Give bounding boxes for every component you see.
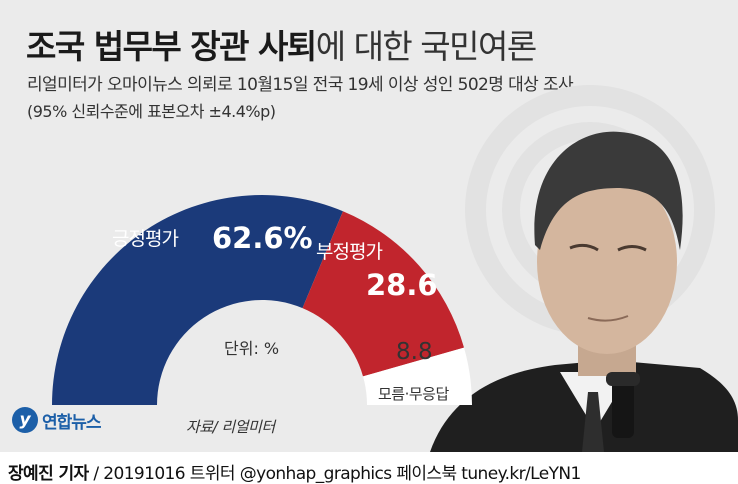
unknown-value-label: 8.8 <box>396 339 433 365</box>
footer-links: / 20191016 트위터 @yonhap_graphics 페이스북 tun… <box>88 464 581 484</box>
title-light: 에 대한 국민여론 <box>315 27 538 66</box>
unknown-slice <box>363 347 472 405</box>
negative-slice <box>302 211 465 377</box>
source-label: 자료/ 리얼미터 <box>186 418 275 436</box>
logo-text: 연합뉴스 <box>42 412 102 433</box>
credit-footer: 장예진 기자 / 20191016 트위터 @yonhap_graphics 페… <box>8 459 581 484</box>
page-title: 조국 법무부 장관 사퇴에 대한 국민여론 <box>26 20 538 68</box>
chart-canvas: 긍정평가 62.6% 부정평가 28.6 8.8 모름·무응답 단위: % <box>52 131 738 452</box>
title-bold: 조국 법무부 장관 사퇴 <box>26 27 317 66</box>
person-photo <box>430 131 738 452</box>
positive-category-label: 긍정평가 <box>112 228 178 250</box>
positive-value-label: 62.6% <box>212 221 313 255</box>
logo-mark: y <box>12 407 38 433</box>
yonhap-logo: y 연합뉴스 <box>12 407 102 433</box>
survey-description: 리얼미터가 오마이뉴스 의뢰로 10월15일 전국 19세 이상 성인 502명… <box>27 75 574 95</box>
unknown-category-label: 모름·무응답 <box>378 385 449 403</box>
margin-of-error-note: (95% 신뢰수준에 표본오차 ±4.4%p) <box>27 102 276 121</box>
reporter-name: 장예진 기자 <box>8 464 89 484</box>
graphic-panel: 조국 법무부 장관 사퇴에 대한 국민여론 리얼미터가 오마이뉴스 의뢰로 10… <box>0 0 738 452</box>
negative-category-label: 부정평가 <box>316 241 382 263</box>
positive-slice <box>52 194 343 405</box>
negative-value-label: 28.6 <box>366 268 438 302</box>
half-donut-chart <box>52 194 472 405</box>
unit-label: 단위: % <box>224 339 279 358</box>
